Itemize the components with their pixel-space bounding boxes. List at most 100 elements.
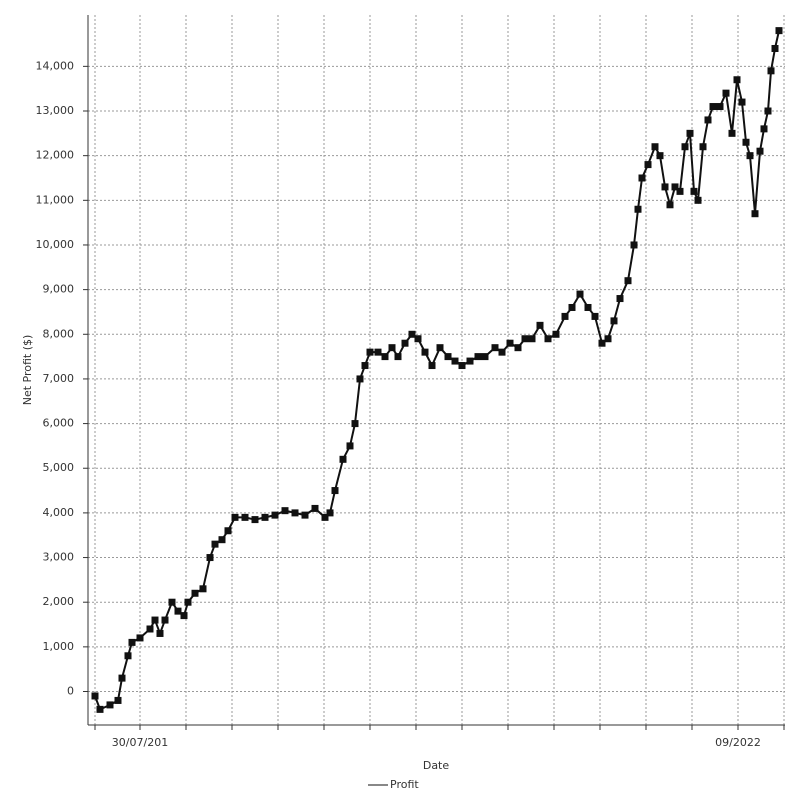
marker (676, 187, 684, 195)
marker (444, 353, 452, 361)
marker (634, 205, 642, 213)
marker (598, 339, 606, 347)
marker (146, 625, 154, 633)
marker (394, 353, 402, 361)
legend-label: Profit (390, 778, 419, 791)
marker (136, 634, 144, 642)
marker (616, 295, 624, 303)
marker (436, 344, 444, 352)
marker (661, 183, 669, 191)
marker (610, 317, 618, 325)
x-tick-label: 30/07/201 (112, 736, 168, 749)
marker (91, 692, 99, 700)
marker (361, 362, 369, 370)
y-tick-label: 11,000 (36, 193, 75, 206)
marker (421, 348, 429, 356)
marker (584, 303, 592, 311)
profit-line (94, 30, 780, 711)
y-tick-label: 4,000 (43, 506, 75, 519)
marker (544, 335, 552, 343)
marker (699, 143, 707, 151)
marker (746, 152, 754, 160)
marker (271, 511, 279, 519)
marker (168, 598, 176, 606)
marker (528, 335, 536, 343)
y-tick-label: 6,000 (43, 417, 75, 430)
marker (281, 507, 289, 515)
marker (474, 353, 482, 361)
marker (96, 705, 104, 713)
marker (231, 513, 239, 521)
marker (218, 536, 226, 544)
marker (561, 312, 569, 320)
marker (681, 143, 689, 151)
marker (722, 89, 730, 97)
marker (261, 513, 269, 521)
y-tick-label: 12,000 (36, 149, 75, 162)
y-tick-label: 5,000 (43, 461, 75, 474)
marker (638, 174, 646, 182)
marker (481, 353, 489, 361)
marker (624, 277, 632, 285)
marker (604, 335, 612, 343)
marker (311, 504, 319, 512)
marker (211, 540, 219, 548)
y-tick-label: 8,000 (43, 327, 75, 340)
marker (414, 335, 422, 343)
marker (301, 511, 309, 519)
marker (224, 527, 232, 535)
marker (716, 103, 724, 111)
marker (326, 509, 334, 517)
marker (756, 147, 764, 155)
y-tick-label: 13,000 (36, 104, 75, 117)
marker (180, 612, 188, 620)
y-tick-label: 0 (67, 685, 74, 698)
marker (686, 129, 694, 137)
x-tick-label: 09/2022 (715, 736, 761, 749)
marker (466, 357, 474, 365)
marker (321, 513, 329, 521)
marker (128, 638, 136, 646)
marker (506, 339, 514, 347)
marker (151, 616, 159, 624)
marker (751, 210, 759, 218)
marker (728, 129, 736, 137)
marker (366, 348, 374, 356)
marker (191, 589, 199, 597)
y-tick-label: 9,000 (43, 283, 75, 296)
marker (381, 353, 389, 361)
marker (498, 348, 506, 356)
marker (458, 362, 466, 370)
y-tick-label: 1,000 (43, 640, 75, 653)
marker (408, 330, 416, 338)
marker (591, 312, 599, 320)
marker (552, 330, 560, 338)
marker (514, 344, 522, 352)
y-tick-label: 3,000 (43, 551, 75, 564)
marker (428, 362, 436, 370)
marker (671, 183, 679, 191)
marker (174, 607, 182, 615)
marker (651, 143, 659, 151)
marker (644, 161, 652, 169)
y-tick-label: 14,000 (36, 59, 75, 72)
marker (451, 357, 459, 365)
marker (771, 44, 779, 52)
marker (291, 509, 299, 517)
marker (742, 138, 750, 146)
y-tick-label: 2,000 (43, 595, 75, 608)
marker (764, 107, 772, 115)
marker (114, 696, 122, 704)
marker (491, 344, 499, 352)
marker (656, 152, 664, 160)
marker (241, 513, 249, 521)
marker (690, 187, 698, 195)
marker (709, 103, 717, 111)
marker (346, 442, 354, 450)
marker (339, 455, 347, 463)
marker (199, 585, 207, 593)
marker (666, 201, 674, 209)
marker (536, 321, 544, 329)
marker (184, 598, 192, 606)
x-axis-label: Date (423, 759, 450, 772)
